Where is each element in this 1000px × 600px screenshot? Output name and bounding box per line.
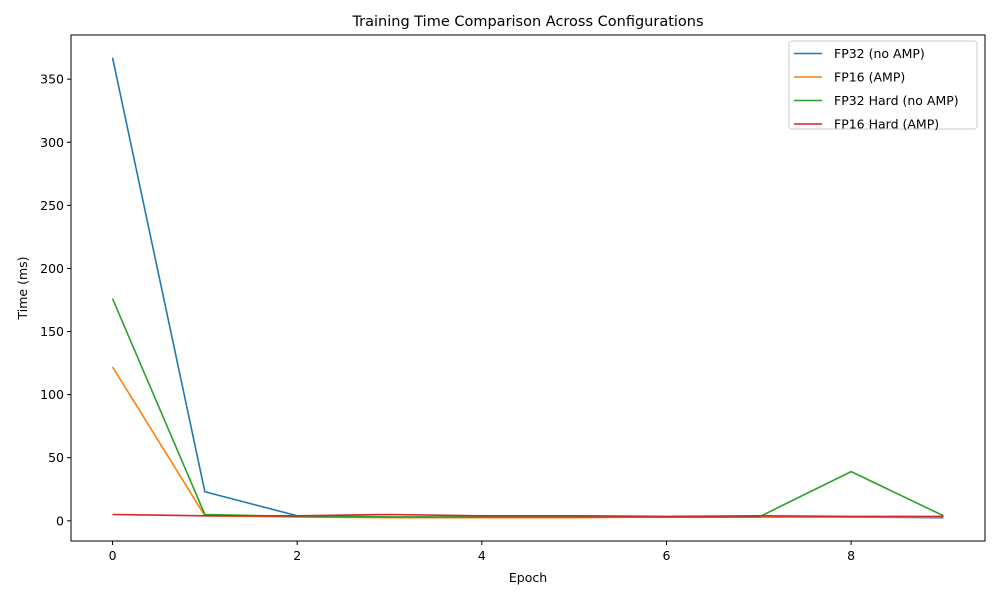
y-tick-label: 50 <box>48 450 64 465</box>
y-tick-label: 300 <box>40 135 64 150</box>
x-axis: 0 2 4 6 8 <box>109 541 855 563</box>
x-axis-label: Epoch <box>509 570 547 585</box>
x-tick-label: 8 <box>847 548 855 563</box>
y-tick-label: 100 <box>40 387 64 402</box>
x-tick-label: 4 <box>478 548 486 563</box>
legend: FP32 (no AMP) FP16 (AMP) FP32 Hard (no AMP… <box>788 40 978 132</box>
legend-box <box>788 40 978 130</box>
y-tick-label: 350 <box>40 72 64 87</box>
series-line-3 <box>111 298 944 518</box>
series-line-4 <box>112 513 944 518</box>
y-tick-label: 150 <box>40 324 64 339</box>
legend-label: FP32 (no AMP) <box>834 46 925 61</box>
y-tick-label: 0 <box>56 513 64 528</box>
y-axis: 0 50 100 150 200 250 300 350 <box>40 72 71 528</box>
x-tick-label: 6 <box>663 548 671 563</box>
y-tick-label: 200 <box>40 261 64 276</box>
x-tick-label: 2 <box>293 548 301 563</box>
x-tick-label: 0 <box>109 548 117 563</box>
y-axis-label: Time (ms) <box>15 256 30 320</box>
legend-label: FP16 (AMP) <box>834 70 905 85</box>
plot-area-frame <box>70 34 986 542</box>
series-lines <box>111 57 944 519</box>
chart-title: Training Time Comparison Across Configur… <box>351 14 703 30</box>
y-tick-label: 250 <box>40 198 64 213</box>
legend-label: FP16 Hard (AMP) <box>834 117 939 132</box>
series-line-2 <box>111 366 944 519</box>
legend-label: FP32 Hard (no AMP) <box>834 93 959 108</box>
